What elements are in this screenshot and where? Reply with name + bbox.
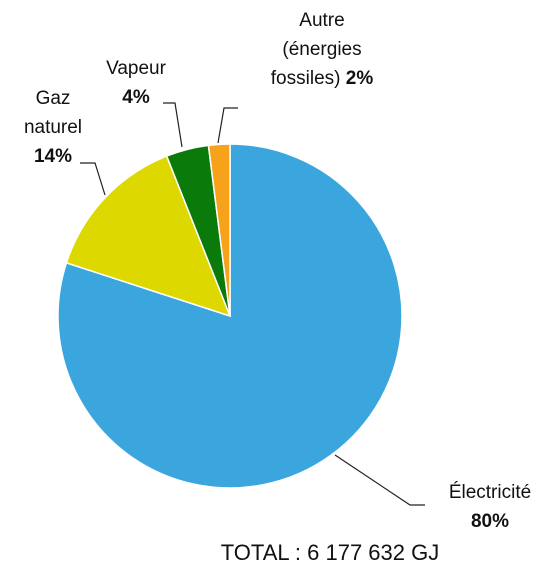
category-label: Électricité: [448, 482, 532, 503]
value-label: 80%: [470, 511, 510, 532]
value-label: 14%: [33, 146, 73, 167]
value-label: 4%: [122, 87, 150, 108]
leader-line: [334, 454, 425, 506]
leader-line: [80, 162, 106, 196]
total-annotation: TOTAL : 6 177 632 GJ: [220, 540, 440, 565]
leader-line: [163, 102, 183, 148]
slice-label: Gaz naturel 14%: [12, 84, 94, 171]
leader-line: [217, 107, 238, 144]
pie-slice: [65, 155, 232, 318]
slice-label: Électricité 80%: [430, 478, 550, 536]
pie-slice: [207, 143, 231, 317]
category-label: Vapeur: [106, 58, 166, 79]
value-label: 2%: [345, 68, 374, 89]
category-label: Gaz naturel: [23, 88, 83, 138]
slice-label: Autre (énergies fossiles) 2%: [262, 6, 382, 93]
category-label: Autre (énergies fossiles): [270, 10, 362, 89]
slice-label: Vapeur 4%: [95, 54, 177, 112]
